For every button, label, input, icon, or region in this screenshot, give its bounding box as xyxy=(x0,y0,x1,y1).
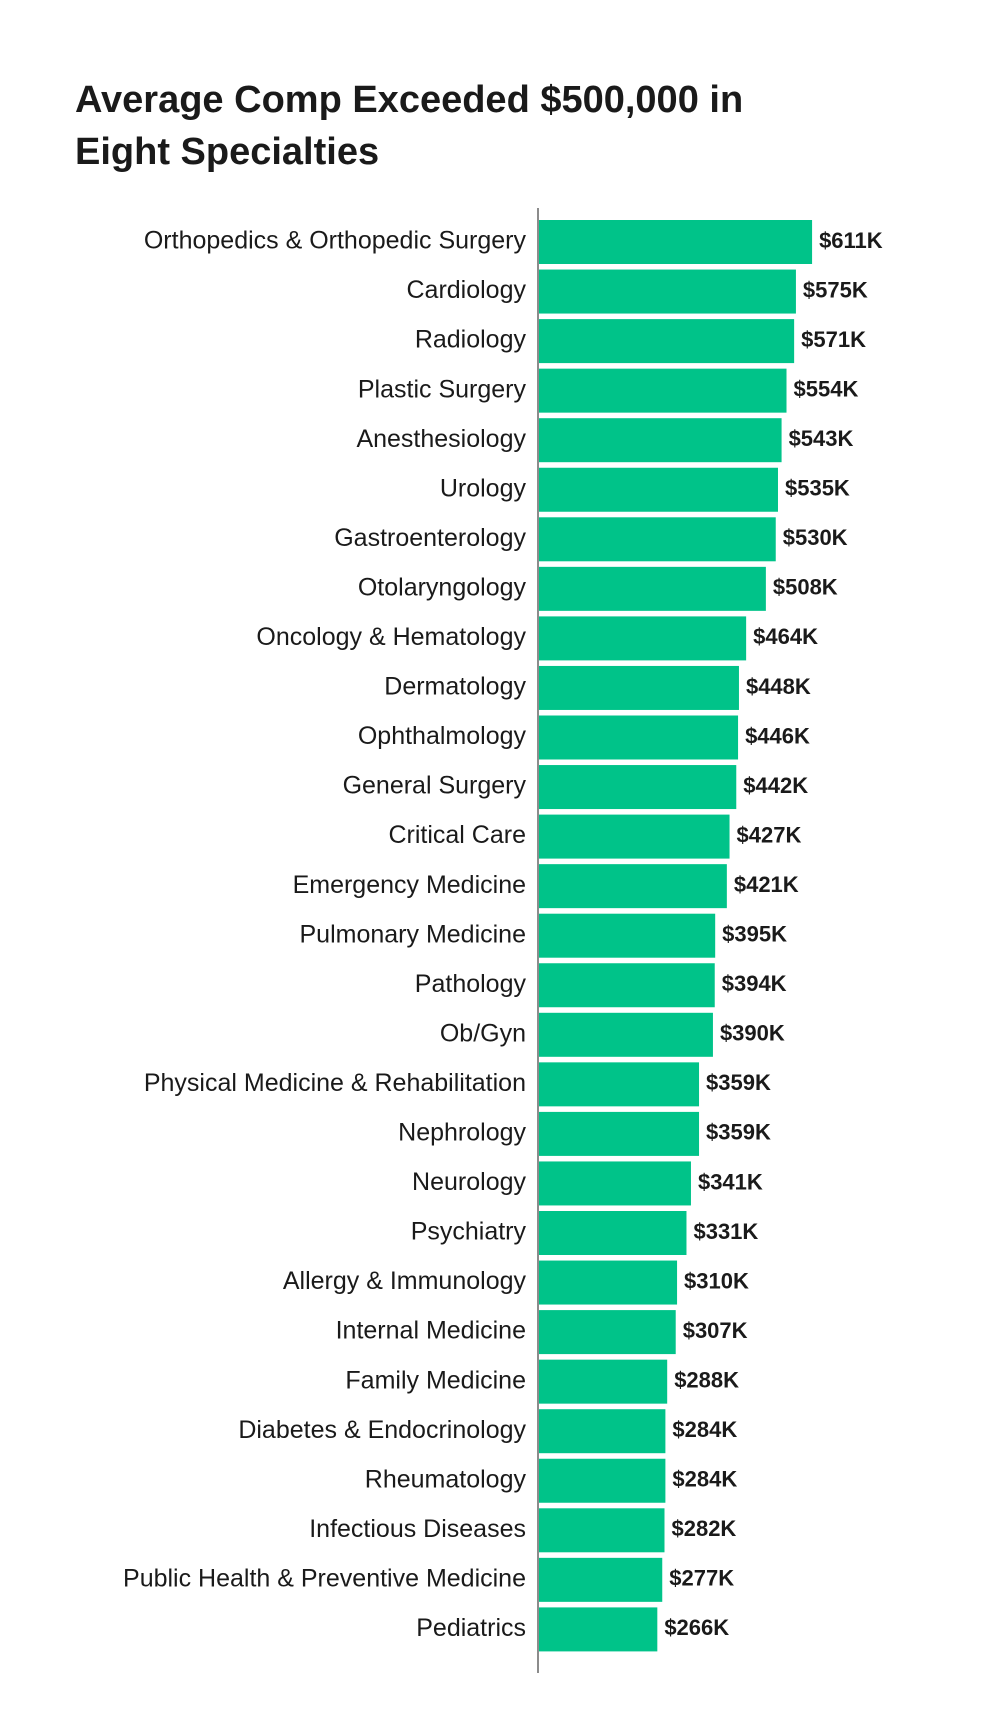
value-label: $421K xyxy=(734,872,799,897)
bar xyxy=(539,1161,691,1206)
value-label: $331K xyxy=(693,1219,758,1244)
value-label: $277K xyxy=(669,1566,734,1591)
value-label: $427K xyxy=(737,822,802,847)
chart-title: Average Comp Exceeded $500,000 in xyxy=(75,79,743,121)
bar xyxy=(539,1062,700,1107)
category-label: Oncology & Hematology xyxy=(256,623,526,651)
category-label: Urology xyxy=(440,474,527,502)
value-label: $266K xyxy=(664,1615,729,1640)
category-label: Gastroenterology xyxy=(334,524,526,552)
bar xyxy=(539,1111,700,1156)
bar xyxy=(539,1359,668,1404)
category-label: Ophthalmology xyxy=(358,722,527,750)
category-label: Allergy & Immunology xyxy=(283,1267,527,1295)
category-label: Pathology xyxy=(415,970,527,998)
value-label: $464K xyxy=(753,624,818,649)
value-label: $310K xyxy=(684,1268,749,1293)
value-label: $284K xyxy=(672,1467,737,1492)
bar xyxy=(539,665,739,710)
bar xyxy=(539,913,716,958)
value-label: $284K xyxy=(672,1417,737,1442)
bar xyxy=(539,765,737,810)
category-label: Diabetes & Endocrinology xyxy=(238,1416,526,1444)
category-label: Infectious Diseases xyxy=(309,1515,526,1543)
value-label: $394K xyxy=(722,971,787,996)
value-label: $611K xyxy=(819,228,883,253)
category-label: Cardiology xyxy=(406,276,526,304)
value-label: $448K xyxy=(746,674,811,699)
bar xyxy=(539,1607,658,1652)
category-label: Pediatrics xyxy=(416,1614,526,1642)
category-label: Ob/Gyn xyxy=(440,1019,526,1047)
category-label: Family Medicine xyxy=(345,1366,526,1394)
value-label: $575K xyxy=(803,277,868,302)
category-label: Dermatology xyxy=(384,673,526,701)
bar xyxy=(539,864,727,909)
value-label: $359K xyxy=(706,1120,771,1145)
value-label: $288K xyxy=(674,1367,739,1392)
bar xyxy=(539,566,766,611)
value-label: $341K xyxy=(698,1169,763,1194)
bar xyxy=(539,467,778,512)
value-label: $442K xyxy=(743,773,808,798)
value-label: $359K xyxy=(706,1070,771,1095)
bar xyxy=(539,1458,666,1503)
bar xyxy=(539,517,776,562)
bar xyxy=(539,319,795,364)
category-label: Pulmonary Medicine xyxy=(300,920,527,948)
category-label: Anesthesiology xyxy=(356,425,526,453)
bar xyxy=(539,1260,678,1305)
bar xyxy=(539,1557,663,1602)
bar xyxy=(539,1409,666,1454)
category-label: Nephrology xyxy=(398,1119,526,1147)
category-label: Critical Care xyxy=(388,821,526,849)
bar xyxy=(539,1012,713,1057)
bar xyxy=(539,418,782,463)
bar xyxy=(539,368,787,413)
category-label: Neurology xyxy=(412,1168,526,1196)
bar xyxy=(539,220,813,264)
bar xyxy=(539,269,796,314)
value-label: $508K xyxy=(773,575,838,600)
category-label: Emergency Medicine xyxy=(293,871,526,899)
category-label: Internal Medicine xyxy=(336,1317,526,1345)
value-label: $395K xyxy=(722,922,787,947)
category-label: Physical Medicine & Rehabilitation xyxy=(144,1069,526,1097)
bar xyxy=(539,616,747,661)
category-label: Otolaryngology xyxy=(358,573,527,601)
category-label: Public Health & Preventive Medicine xyxy=(123,1564,526,1592)
bar xyxy=(539,1310,676,1355)
value-label: $543K xyxy=(789,426,854,451)
chart-title: Eight Specialties xyxy=(75,131,379,173)
value-label: $554K xyxy=(794,376,859,401)
bar xyxy=(539,715,739,760)
category-label: General Surgery xyxy=(343,772,527,800)
category-label: Plastic Surgery xyxy=(358,375,527,403)
value-label: $446K xyxy=(745,723,810,748)
category-label: Psychiatry xyxy=(411,1218,527,1246)
bar xyxy=(539,963,715,1008)
value-label: $571K xyxy=(801,327,866,352)
value-label: $530K xyxy=(783,525,848,550)
value-label: $390K xyxy=(720,1021,785,1046)
value-label: $535K xyxy=(785,476,850,501)
bar xyxy=(539,1508,665,1553)
category-label: Orthopedics & Orthopedic Surgery xyxy=(144,227,527,255)
value-label: $307K xyxy=(683,1318,748,1343)
value-label: $282K xyxy=(671,1516,736,1541)
category-label: Radiology xyxy=(415,326,527,354)
category-label: Rheumatology xyxy=(365,1465,527,1493)
bar xyxy=(539,1211,687,1255)
bar xyxy=(539,814,730,859)
